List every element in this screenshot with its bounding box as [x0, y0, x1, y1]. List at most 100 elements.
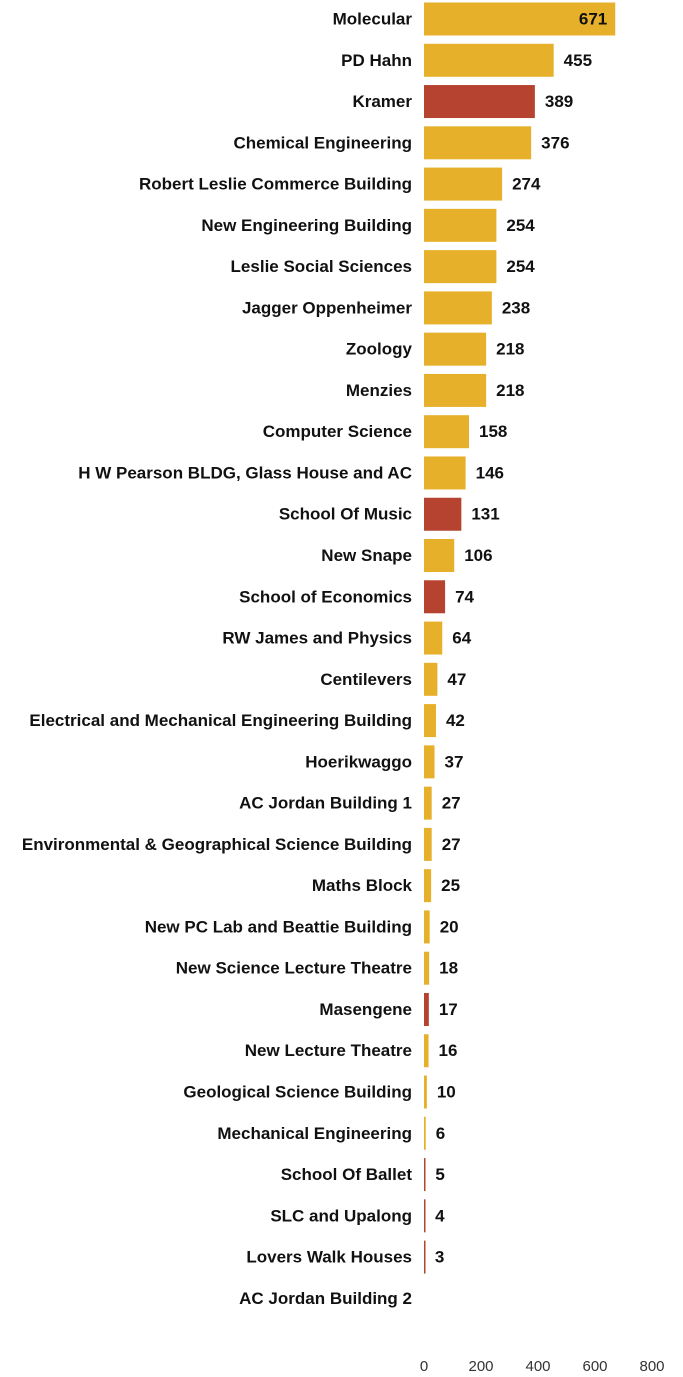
value-label: 455 — [564, 51, 592, 70]
bar — [424, 126, 532, 160]
bar — [424, 497, 462, 531]
category-label: AC Jordan Building 1 — [239, 794, 412, 813]
value-label: 17 — [439, 1000, 458, 1019]
bar — [424, 827, 432, 861]
bar — [424, 539, 455, 573]
bar — [424, 250, 497, 284]
bar — [424, 208, 497, 242]
bar — [424, 745, 435, 779]
x-tick-label: 400 — [525, 1358, 550, 1375]
value-label: 47 — [447, 670, 466, 689]
category-label: SLC and Upalong — [270, 1206, 412, 1225]
bar — [424, 167, 503, 201]
value-label: 74 — [455, 587, 474, 606]
category-label: Lovers Walk Houses — [246, 1248, 412, 1267]
value-label: 6 — [436, 1124, 445, 1143]
value-label: 64 — [452, 629, 471, 648]
category-label: School Of Ballet — [281, 1165, 413, 1184]
bar — [424, 1034, 429, 1068]
category-label: Zoology — [346, 340, 413, 359]
category-label: Mechanical Engineering — [217, 1124, 412, 1143]
value-label: 218 — [496, 381, 524, 400]
category-label: Molecular — [333, 9, 413, 28]
bar — [424, 291, 492, 325]
category-label: New Science Lecture Theatre — [176, 959, 412, 978]
category-label: New PC Lab and Beattie Building — [145, 917, 412, 936]
value-label: 238 — [502, 298, 530, 317]
category-label: New Engineering Building — [201, 216, 412, 235]
x-tick-label: 800 — [639, 1358, 664, 1375]
bar — [424, 415, 470, 449]
category-label: Environmental & Geographical Science Bui… — [22, 835, 412, 854]
bar — [424, 580, 446, 614]
value-label: 274 — [512, 175, 541, 194]
value-label: 42 — [446, 711, 465, 730]
bar — [424, 1075, 427, 1109]
bar — [424, 373, 487, 407]
category-label: Hoerikwaggo — [305, 752, 412, 771]
bar — [424, 1240, 426, 1274]
value-label: 4 — [435, 1206, 445, 1225]
bar — [424, 43, 554, 77]
value-label: 25 — [441, 876, 460, 895]
bar — [424, 786, 432, 820]
value-label: 27 — [442, 794, 461, 813]
bar — [424, 456, 466, 490]
category-label: School of Economics — [239, 587, 412, 606]
category-label: Jagger Oppenheimer — [242, 298, 412, 317]
value-label: 389 — [545, 92, 573, 111]
value-label: 5 — [435, 1165, 444, 1184]
category-label: Leslie Social Sciences — [231, 257, 412, 276]
value-label: 27 — [442, 835, 461, 854]
value-label: 3 — [435, 1248, 444, 1267]
value-label: 146 — [476, 463, 504, 482]
value-label: 20 — [440, 917, 459, 936]
category-label: Robert Leslie Commerce Building — [139, 175, 412, 194]
bar — [424, 869, 432, 903]
value-label: 158 — [479, 422, 507, 441]
bar — [424, 1199, 426, 1233]
bar — [424, 951, 430, 985]
value-label: 106 — [464, 546, 492, 565]
category-label: Maths Block — [312, 876, 413, 895]
value-label: 671 — [579, 9, 607, 28]
value-label: 37 — [445, 752, 464, 771]
category-label: Centilevers — [320, 670, 412, 689]
bar — [424, 332, 487, 366]
value-label: 254 — [506, 257, 535, 276]
bar — [424, 704, 436, 738]
bar — [424, 621, 443, 655]
category-label: RW James and Physics — [222, 629, 412, 648]
bar — [424, 1158, 426, 1192]
value-label: 218 — [496, 340, 524, 359]
value-label: 254 — [506, 216, 535, 235]
category-label: Computer Science — [263, 422, 412, 441]
bar — [424, 2, 616, 36]
category-label: AC Jordan Building 2 — [239, 1289, 412, 1308]
bar — [424, 85, 535, 119]
x-tick-label: 600 — [582, 1358, 607, 1375]
category-label: Chemical Engineering — [233, 133, 412, 152]
category-label: Masengene — [319, 1000, 412, 1019]
category-label: School Of Music — [279, 505, 412, 524]
category-label: New Snape — [321, 546, 412, 565]
category-label: Geological Science Building — [183, 1083, 412, 1102]
value-label: 10 — [437, 1083, 456, 1102]
x-tick-label: 200 — [468, 1358, 493, 1375]
category-label: Menzies — [346, 381, 412, 400]
category-label: New Lecture Theatre — [245, 1041, 412, 1060]
value-label: 18 — [439, 959, 458, 978]
category-label: H W Pearson BLDG, Glass House and AC — [78, 463, 412, 482]
value-label: 376 — [541, 133, 569, 152]
bar — [424, 662, 438, 696]
x-tick-label: 0 — [420, 1358, 428, 1375]
bar — [424, 1116, 426, 1150]
category-label: PD Hahn — [341, 51, 412, 70]
value-label: 16 — [439, 1041, 458, 1060]
category-label: Electrical and Mechanical Engineering Bu… — [29, 711, 412, 730]
bar — [424, 910, 430, 944]
bar — [424, 992, 429, 1026]
category-label: Kramer — [352, 92, 412, 111]
value-label: 131 — [471, 505, 499, 524]
